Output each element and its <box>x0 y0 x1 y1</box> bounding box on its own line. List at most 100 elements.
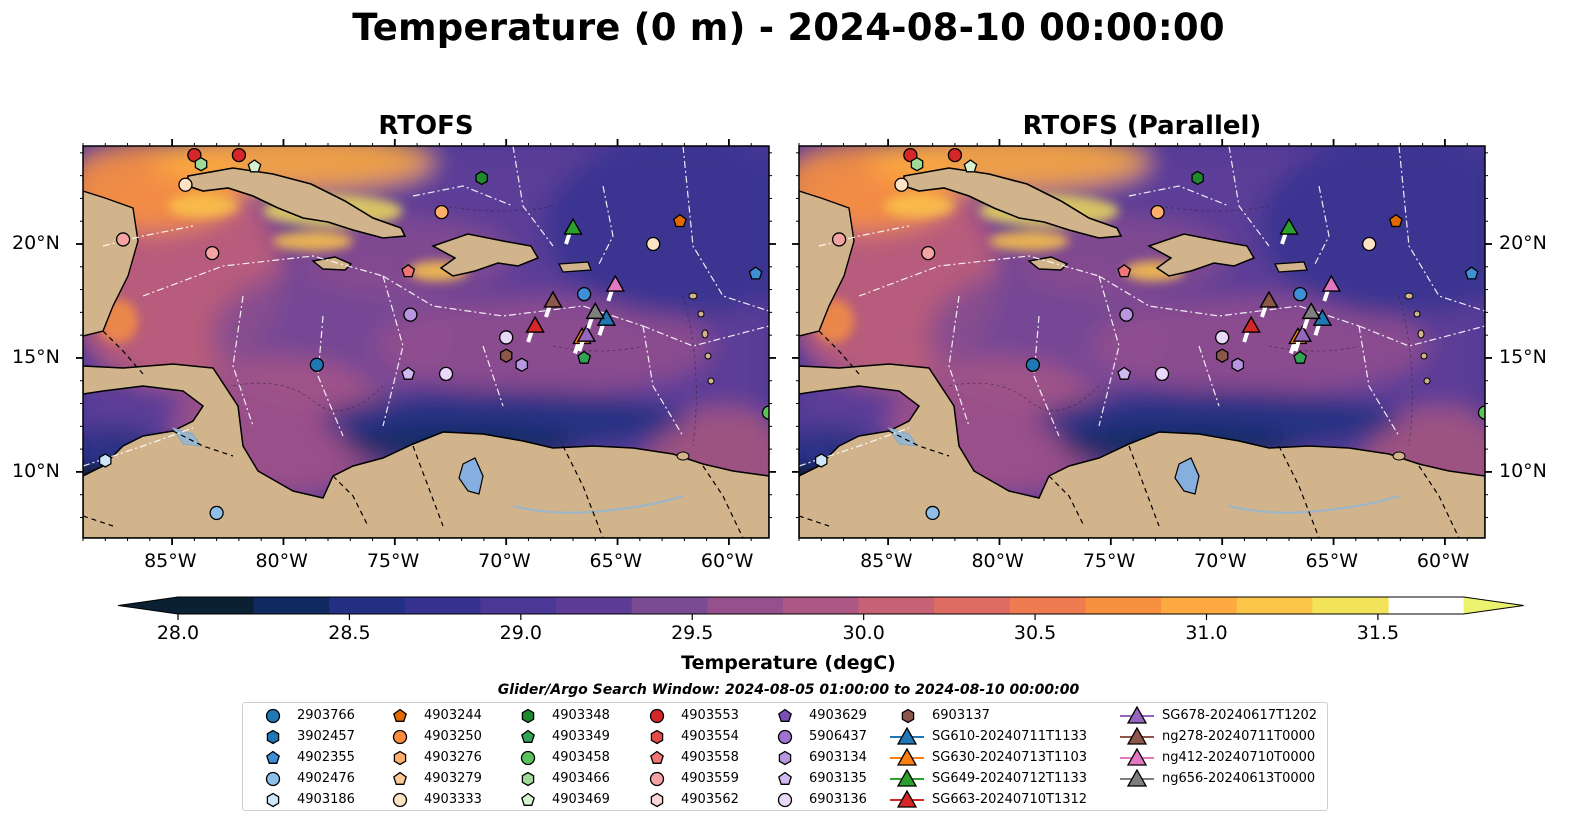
glider-marker <box>525 315 545 333</box>
float-legend-icon <box>393 750 407 766</box>
float-legend-icon <box>265 771 281 787</box>
colorbar-segment <box>1312 597 1389 614</box>
legend-label: 4903554 <box>681 729 739 744</box>
colorbar-segment <box>858 597 935 614</box>
argo-float-marker <box>499 348 513 363</box>
legend-label: 4903458 <box>552 750 610 765</box>
glider-legend-icon <box>1120 769 1154 787</box>
glider-marker <box>1321 274 1342 292</box>
legend-label: 6903136 <box>809 792 867 807</box>
colorbar-tick-label: 28.0 <box>156 622 200 644</box>
argo-float-marker <box>748 266 763 280</box>
float-legend-icon <box>393 708 407 722</box>
float-legend-icon <box>392 792 408 808</box>
colorbar-segment <box>329 597 406 614</box>
argo-float-marker <box>403 307 418 322</box>
legend-symbol <box>521 708 535 724</box>
colorbar-tick-label: 29.0 <box>499 622 542 644</box>
legend-symbol <box>649 708 665 724</box>
colorbar-extend-high <box>1463 597 1524 614</box>
lon-tick-label: 85°W <box>144 550 197 572</box>
legend-symbol <box>521 729 535 743</box>
colorbar-segment <box>631 597 708 614</box>
argo-float-marker <box>499 330 514 345</box>
legend-label: 4903629 <box>809 708 867 723</box>
panel-title-rtofs-parallel: RTOFS (Parallel) <box>1022 111 1262 141</box>
float-legend-icon <box>393 771 407 785</box>
argo-float-marker <box>947 147 963 163</box>
argo-float-marker <box>1231 357 1245 373</box>
argo-float-marker <box>1117 263 1132 278</box>
argo-float-marker <box>577 350 592 364</box>
argo-float-marker <box>1215 330 1230 345</box>
colorbar-segment <box>178 597 255 614</box>
argo-float-marker <box>231 147 247 163</box>
glider-legend-icon <box>1120 706 1154 724</box>
lon-tick-label: 70°W <box>478 550 531 572</box>
legend-label: 6903137 <box>932 708 990 723</box>
legend-symbol <box>901 708 915 724</box>
legend-symbol <box>266 750 280 764</box>
legend-symbol <box>650 792 664 808</box>
axis-ticks <box>76 139 1492 545</box>
argo-float-marker <box>115 232 131 247</box>
legend-symbol <box>265 708 281 724</box>
float-legend-icon <box>520 750 536 766</box>
glider-legend-icon <box>890 769 924 787</box>
argo-float-marker <box>814 453 828 468</box>
float-legend-icon <box>521 792 535 806</box>
legend-label: SG678-20240617T1202 <box>1162 708 1318 723</box>
legend-symbol <box>778 771 792 785</box>
argo-float-marker <box>903 147 918 163</box>
float-legend-icon <box>521 771 535 787</box>
legend-label: 4903562 <box>681 792 739 807</box>
argo-float-marker <box>434 204 449 220</box>
float-legend-icon <box>777 729 793 745</box>
legend-symbol <box>393 771 407 785</box>
legend-label: ng656-20240613T0000 <box>1162 771 1316 786</box>
lat-tick-label: 15°N <box>1499 345 1547 368</box>
float-legend-icon <box>650 729 664 745</box>
argo-float-marker <box>921 245 936 261</box>
argo-float-marker <box>309 357 325 372</box>
colorbar-segment <box>783 597 860 614</box>
legend-label: 5906437 <box>809 729 867 744</box>
float-legend-icon <box>650 750 664 764</box>
legend-symbol <box>521 771 535 787</box>
legend-label: 4903348 <box>552 708 610 723</box>
argo-float-marker <box>1362 236 1377 252</box>
glider-marker <box>1279 217 1299 235</box>
glider-legend-icon <box>1120 727 1154 745</box>
argo-float-marker <box>515 357 529 373</box>
legend-label: 4903333 <box>424 792 482 807</box>
colorbar-label: Temperature (degC) <box>681 652 896 674</box>
float-legend-icon <box>901 708 915 724</box>
legend-label: 4903553 <box>681 708 739 723</box>
argo-float-marker <box>1119 307 1134 322</box>
argo-float-marker <box>401 366 416 380</box>
legend-label: 3902457 <box>297 729 355 744</box>
argo-float-marker <box>209 505 224 521</box>
lon-tick-label: 75°W <box>1082 550 1136 572</box>
argo-float-marker <box>187 147 202 163</box>
argo-float-marker <box>205 245 220 261</box>
glider-marker <box>543 290 563 308</box>
figure-title: Temperature (0 m) - 2024-08-10 00:00:00 <box>352 6 1225 49</box>
argo-float-marker <box>1464 266 1479 280</box>
search-window-text: Glider/Argo Search Window: 2024-08-05 01… <box>497 682 1080 698</box>
argo-float-marker <box>1117 366 1132 380</box>
legend-label: SG630-20240713T1103 <box>932 750 1088 765</box>
argo-float-marker <box>910 156 924 172</box>
float-legend-icon <box>521 708 535 724</box>
argo-float-marker <box>1191 170 1204 186</box>
colorbar-segment <box>1085 597 1162 614</box>
markers-layer-rtofs-parallel <box>814 147 1485 521</box>
map-panel-rtofs <box>43 131 769 546</box>
glider-marker <box>1292 324 1313 342</box>
legend-symbol <box>778 750 792 766</box>
panel-title-rtofs: RTOFS <box>378 111 474 141</box>
argo-float-marker <box>1154 366 1170 382</box>
lon-tick-label: 60°W <box>1416 550 1470 572</box>
float-legend-icon <box>266 729 280 745</box>
argo-float-marker <box>438 366 454 382</box>
